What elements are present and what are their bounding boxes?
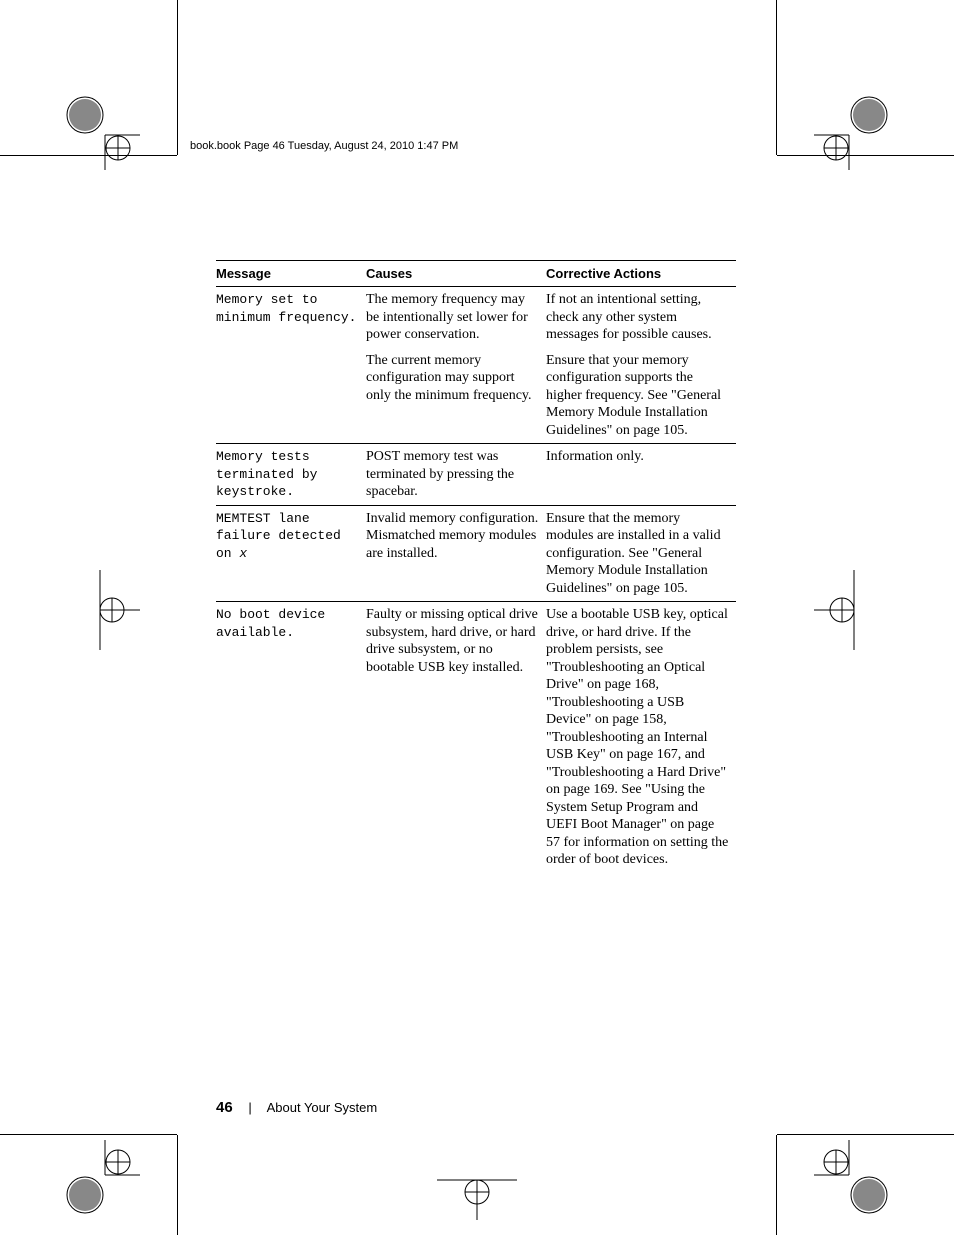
- crop-mark: [177, 0, 178, 155]
- message-text: Memory tests terminated by keystroke.: [216, 449, 317, 499]
- crop-mark: [776, 0, 777, 155]
- cause-text: The memory frequency may be intentionall…: [366, 287, 546, 348]
- section-title: About Your System: [267, 1100, 378, 1115]
- action-text: Ensure that the memory modules are insta…: [546, 505, 736, 602]
- action-text: Information only.: [546, 444, 736, 506]
- cause-text: The current memory configuration may sup…: [366, 348, 546, 444]
- crop-mark: [0, 1134, 177, 1135]
- crop-mark: [177, 1135, 178, 1235]
- registration-mark-icon: [60, 90, 140, 170]
- page-number: 46: [216, 1099, 233, 1116]
- cause-text: Invalid memory configuration. Mismatched…: [366, 505, 546, 602]
- registration-mark-icon: [437, 1140, 517, 1220]
- running-header: book.book Page 46 Tuesday, August 24, 20…: [190, 140, 458, 152]
- registration-mark-icon: [814, 570, 894, 650]
- registration-mark-icon: [60, 570, 140, 650]
- registration-mark-icon: [60, 1140, 140, 1220]
- registration-mark-icon: [814, 90, 894, 170]
- footer-divider: |: [248, 1100, 251, 1115]
- col-header-actions: Corrective Actions: [546, 261, 736, 287]
- crop-mark: [777, 1134, 954, 1135]
- message-text: MEMTEST lane failure detected on x: [216, 511, 341, 561]
- messages-table: Message Causes Corrective Actions Memory…: [216, 260, 736, 873]
- cause-text: POST memory test was terminated by press…: [366, 444, 546, 506]
- page-content: Message Causes Corrective Actions Memory…: [216, 260, 736, 873]
- cause-text: Faulty or missing optical drive subsyste…: [366, 602, 546, 873]
- message-text: Memory set to minimum frequency.: [216, 292, 356, 325]
- action-text: Ensure that your memory configuration su…: [546, 348, 736, 444]
- col-header-causes: Causes: [366, 261, 546, 287]
- action-text: If not an intentional setting, check any…: [546, 287, 736, 348]
- crop-mark: [776, 1135, 777, 1235]
- col-header-message: Message: [216, 261, 366, 287]
- action-text: Use a bootable USB key, optical drive, o…: [546, 602, 736, 873]
- page-footer: 46 | About Your System: [216, 1099, 377, 1116]
- registration-mark-icon: [814, 1140, 894, 1220]
- message-text: No boot device available.: [216, 607, 325, 640]
